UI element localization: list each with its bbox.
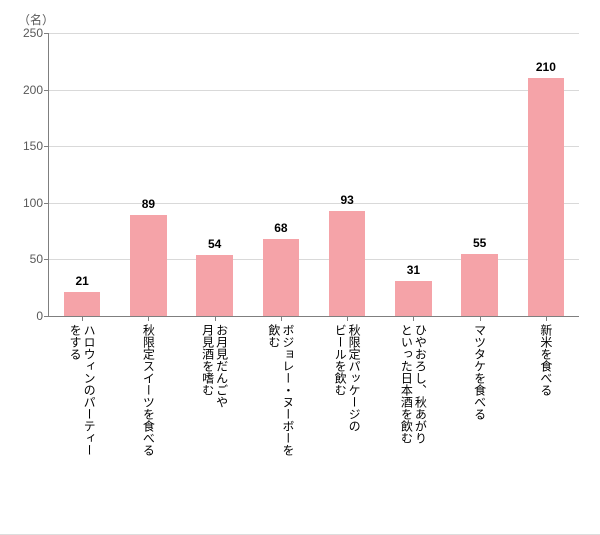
x-tick [215,316,216,321]
x-category-label: ボジョレー・ヌーボーを 飲む [267,324,295,456]
y-tick-label: 150 [23,139,43,153]
bar-value-label: 31 [407,263,420,277]
x-category-label: 秋限定パッケージの ビールを飲む [333,324,361,432]
x-tick [281,316,282,321]
y-tick [44,146,49,147]
bar: 21 [64,292,100,316]
x-category-label: ハロウィンのパーティー をする [68,324,96,456]
bar-value-label: 210 [536,60,556,74]
bar: 210 [528,78,564,316]
bar: 89 [130,215,166,316]
x-tick [413,316,414,321]
x-tick [347,316,348,321]
bar-value-label: 89 [142,197,155,211]
bar-value-label: 21 [75,274,88,288]
x-category-label: 秋限定スイーツを食べる [141,324,155,456]
bar: 55 [461,254,497,316]
bar: 54 [196,255,232,316]
y-tick [44,316,49,317]
y-tick [44,90,49,91]
x-category-label: 新米を食べる [539,324,553,396]
x-category-label: ひやおろし、秋あがり といった日本酒を飲む [399,324,427,444]
x-tick [148,316,149,321]
x-tick [82,316,83,321]
bar-value-label: 68 [274,221,287,235]
bar: 31 [395,281,431,316]
y-tick [44,259,49,260]
y-tick-label: 100 [23,196,43,210]
gridline [49,146,579,147]
bar: 68 [263,239,299,316]
y-tick [44,203,49,204]
y-tick-label: 250 [23,26,43,40]
x-category-label: マツタケを食べる [473,324,487,420]
bar-value-label: 93 [340,193,353,207]
x-tick [480,316,481,321]
chart-container: （名） ハロウィンのパーティー をする秋限定スイーツを食べるお月見だんごや 月見… [0,0,600,535]
bar-value-label: 54 [208,237,221,251]
y-tick [44,33,49,34]
y-tick-label: 0 [36,309,43,323]
gridline [49,259,579,260]
bar: 93 [329,211,365,316]
y-tick-label: 200 [23,83,43,97]
plot-area: ハロウィンのパーティー をする秋限定スイーツを食べるお月見だんごや 月見酒を嗜む… [48,33,579,317]
gridline [49,33,579,34]
bar-value-label: 55 [473,236,486,250]
y-tick-label: 50 [30,252,43,266]
gridline [49,90,579,91]
x-tick [546,316,547,321]
x-category-label: お月見だんごや 月見酒を嗜む [201,324,229,408]
gridline [49,203,579,204]
